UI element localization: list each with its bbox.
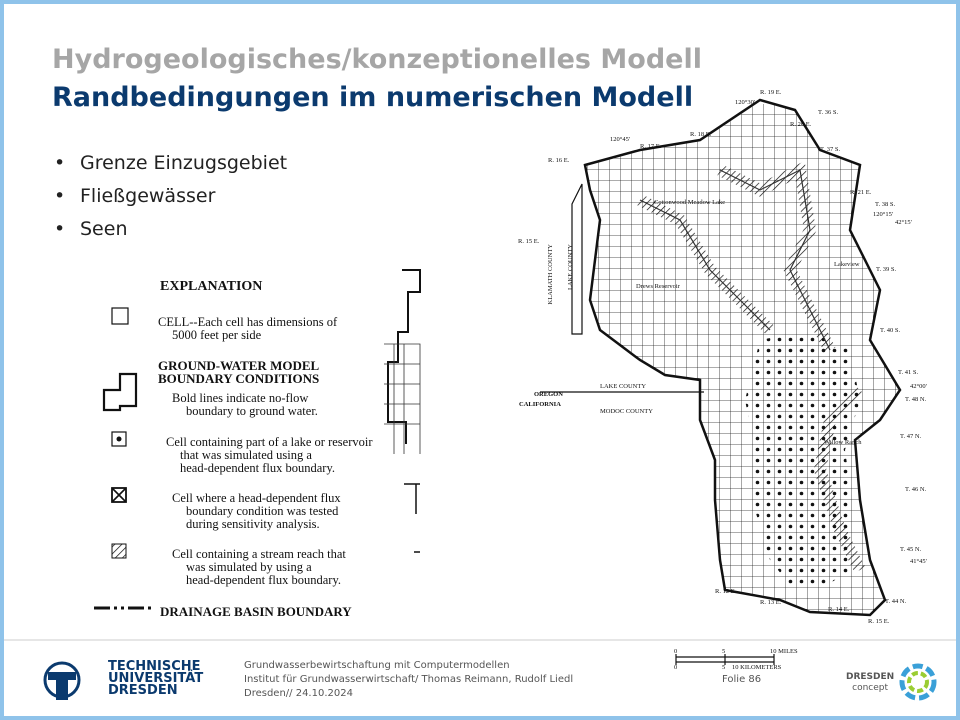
concept-text: DRESDEN xyxy=(846,672,895,682)
map-label: R. 12 E. xyxy=(715,588,737,595)
map-label: T. 41 S. xyxy=(898,369,918,376)
explanation-text: CELL--Each cell has dimensions of xyxy=(158,315,338,329)
map-label: R. 14 E. xyxy=(828,606,850,613)
logo-text: TECHNISCHE xyxy=(108,659,201,674)
map-label: R. 18 E. xyxy=(690,131,712,138)
explanation-text: boundary to ground water. xyxy=(186,404,318,418)
map-label: 41°45' xyxy=(910,558,927,565)
concept-logo xyxy=(899,663,937,701)
map-label: R. 15 E. xyxy=(868,618,890,625)
map-label: T. 47 N. xyxy=(900,433,922,440)
explanation-text: that was simulated using a xyxy=(180,448,312,462)
map-label: Drews Reservoir xyxy=(636,283,681,290)
bullet: Grenze Einzugsgebiet xyxy=(54,152,287,185)
map-label: R. 13 E. xyxy=(760,599,782,606)
explanation-text: was simulated by using a xyxy=(186,560,312,574)
scale-label: 5 xyxy=(722,648,725,655)
explanation-text: Cell containing a stream reach that xyxy=(172,547,346,561)
explanation-text: 5000 feet per side xyxy=(172,328,262,342)
map-label: 120°45' xyxy=(610,136,630,143)
scale-label: 0 xyxy=(674,648,677,655)
explanation-text: GROUND-WATER MODEL xyxy=(158,358,320,373)
explanation-text: boundary condition was tested xyxy=(186,504,339,518)
footer-line: Grundwasserbewirtschaftung mit Computerm… xyxy=(244,660,510,671)
map-label: 42°15' xyxy=(895,219,912,226)
concept-text: concept xyxy=(852,683,889,693)
map-label: MODOC COUNTY xyxy=(600,408,653,415)
explanation-text: during sensitivity analysis. xyxy=(186,517,320,531)
logo-text: UNIVERSITÄT xyxy=(108,671,204,686)
slide-supertitle: Hydrogeologisches/konzeptionelles Modell xyxy=(52,44,702,75)
bullet: Seen xyxy=(54,218,287,251)
explanation-text: BOUNDARY CONDITIONS xyxy=(158,371,319,386)
map-label: T. 38 S. xyxy=(875,201,895,208)
map-label: KLAMATH COUNTY xyxy=(547,244,554,305)
explanation-text: head-dependent flux boundary. xyxy=(186,573,341,587)
footer-line: Institut für Grundwasserwirtschaft/ Thom… xyxy=(244,674,574,685)
scale-label: 10 MILES xyxy=(770,648,798,655)
map-label: LAKE COUNTY xyxy=(600,383,646,390)
map-label: CALIFORNIA xyxy=(519,401,561,408)
map-label: T. 40 S. xyxy=(880,327,900,334)
scale-label: 5 xyxy=(722,664,725,671)
map-label: R. 16 E. xyxy=(548,157,570,164)
map-label: 42°00' xyxy=(910,383,927,390)
tu-logo xyxy=(43,661,81,700)
footer-line: Dresden// 24.10.2024 xyxy=(244,688,353,699)
slide-title: Randbedingungen im numerischen Modell xyxy=(52,82,694,113)
map-label: 120°15' xyxy=(873,211,893,218)
explanation-text: Cell where a head-dependent flux xyxy=(172,491,341,505)
map-label: Lakeview xyxy=(834,261,860,268)
logo-text: DRESDEN xyxy=(108,683,178,698)
explanation-title: EXPLANATION xyxy=(160,279,262,294)
map-label: T. 36 S. xyxy=(818,109,838,116)
map-label: T. 45 N. xyxy=(900,546,922,553)
scale-label: 0 xyxy=(674,664,677,671)
scale-label: 10 KILOMETERS xyxy=(732,664,782,671)
map xyxy=(540,98,902,617)
map-label: T. 39 S. xyxy=(876,266,896,273)
map-label: T. 46 N. xyxy=(905,486,927,493)
legend-figure xyxy=(94,269,421,610)
map-label: T. 44 N. xyxy=(885,598,907,605)
map-label: Willow Ranch xyxy=(824,439,862,446)
map-label: 120°30' xyxy=(735,99,755,106)
map-label: T. 48 N. xyxy=(905,396,927,403)
map-label: LAKE COUNTY xyxy=(567,244,574,290)
map-label: R. 17 E. xyxy=(640,143,662,150)
explanation-text: Cell containing part of a lake or reserv… xyxy=(166,435,373,449)
bullet: Fließgewässer xyxy=(54,185,287,218)
map-label: R. 15 E. xyxy=(518,238,540,245)
explanation-text: head-dependent flux boundary. xyxy=(180,461,335,475)
figure: EXPLANATION CELL--Each cell has dimension… xyxy=(4,89,956,701)
bullet-list: Grenze Einzugsgebiet Fließgewässer Seen xyxy=(54,152,287,251)
map-label: R. 19 E. xyxy=(760,89,782,96)
map-label: R. 20 E. xyxy=(790,121,812,128)
page-number: Folie 86 xyxy=(722,674,762,685)
map-label: OREGON xyxy=(534,391,563,398)
map-label: T. 37 S. xyxy=(820,146,840,153)
explanation-text: Bold lines indicate no-flow xyxy=(172,391,308,405)
explanation-text: DRAINAGE BASIN BOUNDARY xyxy=(160,604,352,619)
map-label: Cottonwood Meadow Lake xyxy=(654,199,725,206)
map-label: R. 21 E. xyxy=(850,189,872,196)
scale-bar xyxy=(675,654,775,665)
